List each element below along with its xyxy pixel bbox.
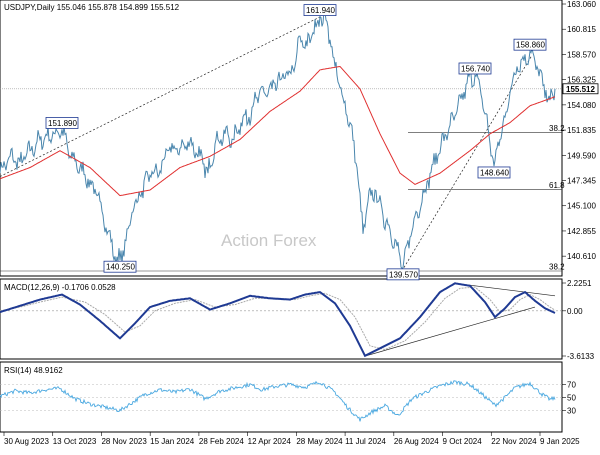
- price-label-text: 161.940: [306, 6, 335, 15]
- price-ytick-label: 154.080: [567, 101, 596, 110]
- price-series-line: [0, 8, 556, 269]
- macd-panel-frame: [0, 278, 563, 360]
- last-price-badge: 155.512: [562, 83, 599, 95]
- price-annotations: 151.890 140.250 161.940 139.570 156.740 148.6…: [45, 4, 547, 281]
- price-ytick-label: 160.815: [567, 25, 596, 34]
- macd-line: [0, 282, 556, 358]
- price-label-1: 140.250: [103, 260, 137, 273]
- price-label-2: 161.940: [303, 4, 337, 16]
- macd-trendline-0: [365, 306, 536, 357]
- price-label-text: 139.570: [389, 270, 418, 279]
- price-panel-frame: [0, 0, 563, 277]
- x-tick-label: 28 Feb 2024: [199, 437, 244, 446]
- price-label-box: [303, 4, 337, 16]
- fib-levels: 38.2 61.8 38.2: [0, 124, 565, 272]
- x-tick-label: 28 Nov 2023: [101, 437, 147, 446]
- price-ytick-label: 149.590: [567, 151, 596, 160]
- last-price-box: [562, 83, 599, 95]
- price-ytick-label: 151.835: [567, 126, 596, 135]
- price-label-box: [386, 268, 420, 281]
- price-ytick-label: 156.325: [567, 76, 596, 85]
- macd-panel-title: MACD(12,26,9) -0.1706 0.0528: [4, 283, 116, 292]
- price-label-box: [45, 117, 79, 129]
- price-label-4: 156.740: [458, 62, 492, 75]
- x-tick-label: 9 Oct 2024: [443, 437, 483, 446]
- fib-label-2: 38.2: [549, 263, 565, 272]
- fib-label-1: 61.8: [549, 181, 565, 190]
- price-label-box: [103, 260, 137, 273]
- x-tick-label: 9 Jan 2025: [540, 437, 580, 446]
- price-label-5: 148.640: [477, 166, 511, 179]
- price-label-text: 148.640: [480, 168, 509, 177]
- price-trendlines: [0, 15, 533, 268]
- rsi-panel-title: RSI(14) 48.9162: [4, 366, 63, 375]
- price-panel-title: USDJPY,Daily 155.046 155.878 154.899 155…: [4, 3, 180, 12]
- date-x-axis: 30 Aug 2023 13 Oct 2023 28 Nov 2023 15 Jan …: [3, 432, 580, 446]
- x-tick-label: 26 Aug 2024: [394, 437, 439, 446]
- price-label-box: [458, 62, 492, 75]
- price-label-6: 158.860: [513, 38, 547, 51]
- last-price-text: 155.512: [566, 85, 595, 94]
- x-tick-label: 13 Oct 2023: [53, 437, 97, 446]
- price-label-0: 151.890: [45, 117, 79, 129]
- price-label-3: 139.570: [386, 268, 420, 281]
- macd-ytick-label: 0.00: [567, 307, 583, 316]
- fib-label-0: 38.2: [549, 124, 565, 133]
- x-tick-label: 22 Nov 2024: [491, 437, 537, 446]
- rsi-line: [0, 380, 556, 422]
- price-label-text: 151.890: [48, 119, 77, 128]
- price-ohlc: 155.046 155.878 154.899 155.512: [57, 3, 180, 12]
- rsi-panel-frame: [0, 361, 563, 433]
- x-tick-label: 30 Aug 2023: [4, 437, 49, 446]
- price-label-text: 140.250: [106, 263, 135, 272]
- price-trendline-1: [403, 55, 533, 268]
- macd-ytick-label: -3.6133: [567, 352, 595, 361]
- price-ytick-label: 145.100: [567, 202, 596, 211]
- x-tick-label: 15 Jan 2024: [150, 437, 195, 446]
- rsi-levels: [0, 384, 562, 411]
- price-label-text: 158.860: [516, 41, 545, 50]
- x-tick-label: 28 May 2024: [296, 437, 343, 446]
- price-ytick-label: 147.345: [567, 177, 596, 186]
- macd-trendline-1: [454, 282, 556, 297]
- price-ytick-label: 142.855: [567, 227, 596, 236]
- macd-trendlines: [365, 282, 556, 357]
- price-ytick-label: 163.060: [567, 0, 596, 9]
- price-ytick-label: 158.570: [567, 50, 596, 59]
- rsi-ytick-label: 30: [567, 407, 576, 416]
- rsi-ytick-label: 50: [567, 394, 576, 403]
- x-tick-label: 12 Apr 2024: [248, 437, 292, 446]
- price-y-axis: 163.060 160.815 158.570 156.325 154.080 151.8…: [562, 0, 596, 261]
- macd-y-axis: 2.2251 0.00 -3.6133: [562, 279, 595, 361]
- rsi-y-axis: 70 50 30: [562, 381, 576, 416]
- macd-ytick-label: 2.2251: [567, 279, 592, 288]
- x-tick-label: 11 Jul 2024: [345, 437, 386, 446]
- rsi-ytick-label: 70: [567, 381, 576, 390]
- price-title: USDJPY,Daily: [4, 3, 55, 12]
- price-label-box: [477, 166, 511, 179]
- price-label-box: [513, 38, 547, 51]
- price-label-text: 156.740: [461, 64, 490, 73]
- price-ytick-label: 140.610: [567, 252, 596, 261]
- watermark: Action Forex: [221, 231, 317, 250]
- moving-average-line: [0, 65, 556, 197]
